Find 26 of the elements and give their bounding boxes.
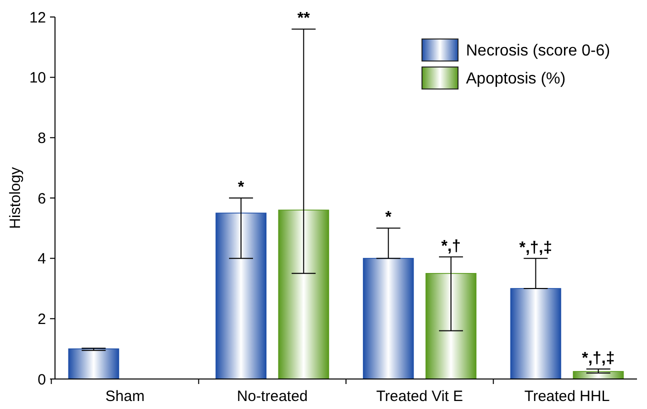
x-tick-label: No-treated (236, 388, 308, 405)
bar (426, 273, 476, 380)
y-tick-label: 12 (29, 9, 46, 26)
bar (362, 258, 414, 380)
annotation: ** (297, 10, 311, 28)
annotation: *,† (441, 238, 461, 255)
y-tick-label: 6 (38, 190, 46, 208)
y-tick-label: 4 (38, 250, 46, 268)
x-tick-label: Sham (105, 388, 145, 405)
x-tick-label: Treated Vit E (376, 388, 464, 405)
bar (510, 288, 562, 380)
y-tick-label: 10 (29, 70, 46, 87)
annotation: * (238, 179, 245, 196)
bar (278, 210, 330, 380)
y-tick-label: 0 (38, 371, 46, 388)
y-axis-title: Histology (7, 166, 24, 229)
annotation: * (385, 209, 392, 226)
legend-label: Apoptosis (%) (466, 70, 566, 88)
y-tick-label: 2 (38, 310, 46, 328)
legend-label: Necrosis (score 0-6) (466, 42, 610, 60)
x-tick-label: Treated HHL (524, 388, 610, 405)
annotation: *,†,‡ (519, 239, 552, 256)
bar (68, 348, 120, 380)
annotation: *,†,‡ (582, 350, 615, 368)
bar (216, 212, 266, 380)
y-tick-label: 8 (38, 130, 46, 147)
